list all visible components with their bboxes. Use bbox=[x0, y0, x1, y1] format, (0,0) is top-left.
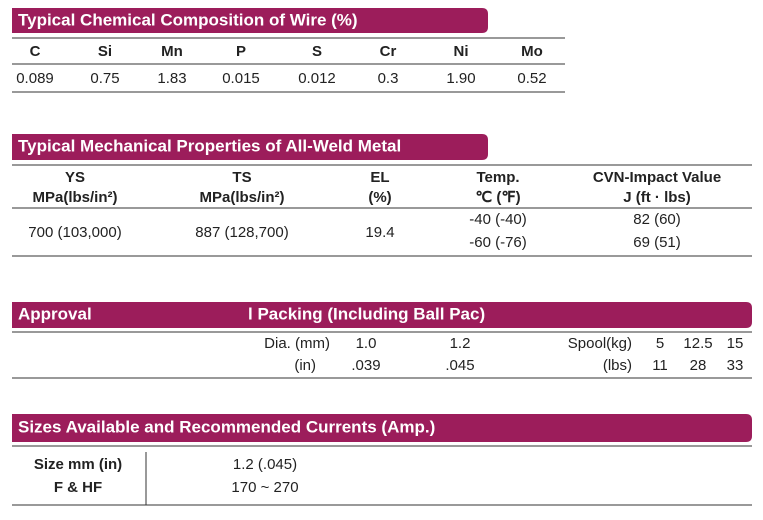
section-title: Typical Mechanical Properties of All-Wel… bbox=[18, 136, 401, 155]
cell: 0.089 bbox=[16, 70, 54, 87]
cell: 0.3 bbox=[378, 70, 399, 87]
cell: 19.4 bbox=[365, 224, 394, 241]
cell: 12.5 bbox=[683, 335, 712, 352]
cell: 1.90 bbox=[446, 70, 475, 87]
column-header: Si bbox=[98, 43, 112, 60]
cell: 1.2 (.045) bbox=[233, 456, 297, 473]
label: (lbs) bbox=[603, 357, 632, 374]
section-bar bbox=[12, 302, 752, 328]
cell: 0.012 bbox=[298, 70, 336, 87]
column-header: MPa(lbs/in²) bbox=[200, 189, 285, 206]
column-header: TS bbox=[232, 169, 251, 186]
cell: 28 bbox=[690, 357, 707, 374]
section-bar bbox=[12, 134, 488, 160]
column-header: EL bbox=[370, 169, 389, 186]
column-header: J (ft · lbs) bbox=[623, 189, 691, 206]
column-header: Ni bbox=[454, 43, 469, 60]
column-header: MPa(lbs/in²) bbox=[33, 189, 118, 206]
label: Dia. (mm) bbox=[264, 335, 330, 352]
cell: .045 bbox=[445, 357, 474, 374]
cell: .039 bbox=[351, 357, 380, 374]
label: (in) bbox=[294, 357, 316, 374]
column-header: YS bbox=[65, 169, 85, 186]
cell: 5 bbox=[656, 335, 664, 352]
column-header: Temp. bbox=[476, 169, 519, 186]
section-title: Typical Chemical Composition of Wire (%) bbox=[18, 10, 358, 29]
cell: -40 (-40) bbox=[469, 211, 527, 228]
section-bar bbox=[12, 8, 488, 33]
column-header: P bbox=[236, 43, 246, 60]
column-header: C bbox=[30, 43, 41, 60]
cell: 0.75 bbox=[90, 70, 119, 87]
cell: 170 ~ 270 bbox=[231, 479, 298, 496]
cell: 700 (103,000) bbox=[28, 224, 121, 241]
column-header: (%) bbox=[368, 189, 391, 206]
cell: 0.52 bbox=[517, 70, 546, 87]
column-header: Cr bbox=[380, 43, 397, 60]
cell: 33 bbox=[727, 357, 744, 374]
column-header: CVN-Impact Value bbox=[593, 169, 721, 186]
column-header: ℃ (℉) bbox=[475, 189, 520, 206]
column-header: Mo bbox=[521, 43, 543, 60]
cell: 69 (51) bbox=[633, 234, 681, 251]
row-label: Size mm (in) bbox=[34, 456, 122, 473]
cell: 15 bbox=[727, 335, 744, 352]
section-title: l Packing (Including Ball Pac) bbox=[248, 304, 485, 323]
cell: 1.0 bbox=[356, 335, 377, 352]
cell: 887 (128,700) bbox=[195, 224, 288, 241]
cell: 82 (60) bbox=[633, 211, 681, 228]
cell: 0.015 bbox=[222, 70, 260, 87]
label: Spool(kg) bbox=[568, 335, 632, 352]
cell: 1.2 bbox=[450, 335, 471, 352]
column-header: Mn bbox=[161, 43, 183, 60]
section-title: Approval bbox=[18, 304, 92, 323]
section-title: Sizes Available and Recommended Currents… bbox=[18, 417, 435, 436]
cell: 1.83 bbox=[157, 70, 186, 87]
row-label: F & HF bbox=[54, 479, 102, 496]
section-bar bbox=[12, 414, 752, 442]
cell: -60 (-76) bbox=[469, 234, 527, 251]
cell: 11 bbox=[652, 357, 668, 374]
column-header: S bbox=[312, 43, 322, 60]
